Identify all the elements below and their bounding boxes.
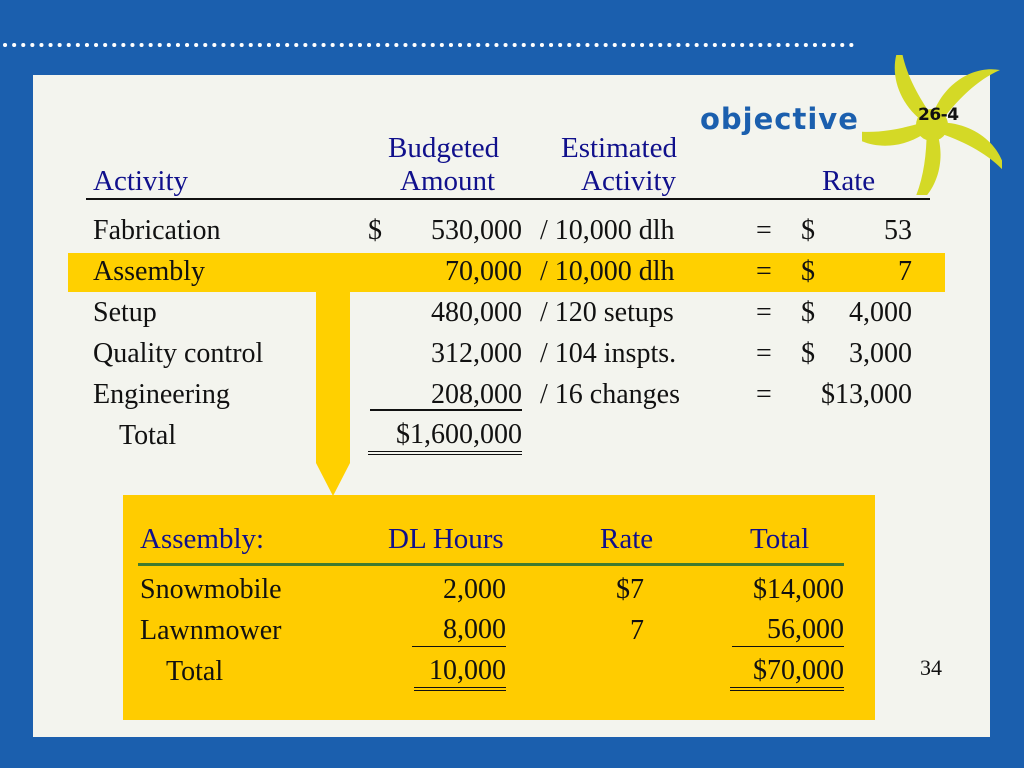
row-quality-rate: 3,000 [849, 338, 912, 369]
row-engineering-estimate: / 16 changes [540, 379, 680, 410]
row-assembly-amount: 70,000 [445, 256, 522, 287]
row-assembly-rate-dollar: $ [801, 256, 815, 287]
box-header-rule [138, 563, 844, 566]
estimated-header-line2: Activity [581, 165, 677, 197]
lawnmower-rate: 7 [630, 615, 644, 646]
row-fabrication-dollar: $ [368, 215, 382, 246]
row-assembly-equals: = [756, 256, 772, 287]
row-quality-activity: Quality control [93, 338, 264, 369]
snowmobile-total: $14,000 [753, 574, 844, 605]
estimated-header-line1: Estimated [561, 132, 677, 164]
activity-header: Activity [93, 165, 189, 197]
snowmobile-hours: 2,000 [443, 574, 506, 605]
assembly-title: Assembly: [140, 523, 265, 555]
row-setup-equals: = [756, 297, 772, 328]
row-assembly-rate: 7 [898, 256, 912, 287]
row-fabrication-equals: = [756, 215, 772, 246]
row-setup-estimate: / 120 setups [540, 297, 674, 328]
page-number: 34 [920, 655, 942, 680]
dotted-border-decoration [3, 43, 862, 47]
amount-subtotal-rule [370, 409, 522, 411]
row-engineering-amount: 208,000 [431, 379, 522, 410]
budgeted-header-line2: Amount [400, 165, 496, 197]
row-setup-activity: Setup [93, 297, 157, 328]
row-fabrication-rate-dollar: $ [801, 215, 815, 246]
row-assembly-activity: Assembly [93, 256, 205, 287]
row-assembly-estimate: / 10,000 dlh [540, 256, 675, 287]
box-total-header: Total [750, 523, 810, 555]
row-fabrication-estimate: / 10,000 dlh [540, 215, 675, 246]
header-rule [86, 198, 930, 200]
objective-number: 26-4 [918, 105, 959, 125]
pinwheel-icon [862, 55, 1002, 195]
row-quality-estimate: / 104 inspts. [540, 338, 677, 369]
assembly-row-highlight [68, 253, 945, 292]
objective-label: objective [700, 102, 859, 136]
box-rate-header: Rate [600, 523, 654, 555]
down-arrow-icon [316, 291, 350, 496]
table1-total-amount: $1,600,000 [368, 419, 522, 455]
row-fabrication-rate: 53 [884, 215, 912, 246]
lawnmower-label: Lawnmower [140, 615, 282, 646]
lawnmower-hours: 8,000 [412, 614, 506, 647]
row-setup-rate: 4,000 [849, 297, 912, 328]
snowmobile-rate: $7 [616, 574, 644, 605]
dl-hours-header: DL Hours [388, 523, 504, 555]
budgeted-header-line1: Budgeted [388, 132, 500, 164]
row-quality-amount: 312,000 [431, 338, 522, 369]
snowmobile-label: Snowmobile [140, 574, 282, 605]
rate-header: Rate [822, 165, 876, 197]
table2-total-label: Total [166, 656, 224, 687]
row-quality-rate-dollar: $ [801, 338, 815, 369]
table2-total-hours: 10,000 [414, 655, 506, 691]
row-engineering-rate: $13,000 [821, 379, 912, 410]
table1-total-label: Total [119, 420, 177, 451]
row-fabrication-activity: Fabrication [93, 215, 221, 246]
row-setup-rate-dollar: $ [801, 297, 815, 328]
lawnmower-total: 56,000 [732, 614, 844, 647]
row-engineering-equals: = [756, 379, 772, 410]
row-quality-equals: = [756, 338, 772, 369]
row-fabrication-amount: 530,000 [431, 215, 522, 246]
row-engineering-activity: Engineering [93, 379, 230, 410]
table2-total-total: $70,000 [730, 655, 844, 691]
assembly-box [123, 495, 875, 720]
row-setup-amount: 480,000 [431, 297, 522, 328]
